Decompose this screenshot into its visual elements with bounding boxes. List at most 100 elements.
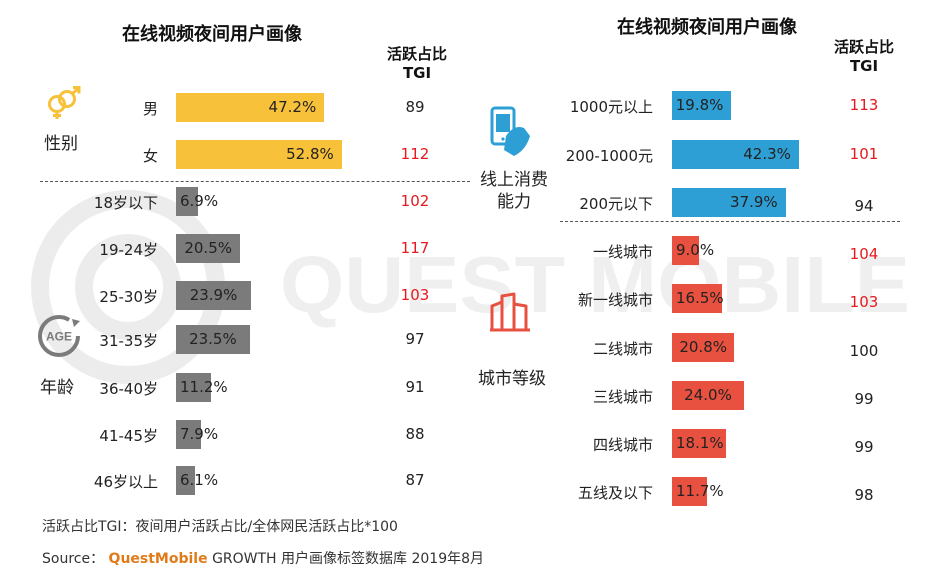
consumption-group-label-line2: 能力 [497, 192, 531, 212]
left-age-tgi-value: 102 [400, 192, 430, 210]
right-city-category-label: 二线城市 [592, 340, 653, 358]
left-age-tgi-value: 97 [405, 330, 425, 348]
consumption-group-label: 线上消费 能力 [474, 169, 554, 213]
left-age-tgi-value: 87 [405, 471, 425, 489]
right-city-bar [672, 236, 699, 265]
left-gender-category-label: 女 [142, 147, 158, 165]
left-tgi-header-line1: 活跃占比 [386, 45, 447, 63]
left-gender-tgi-value: 112 [400, 145, 430, 163]
left-age-value-label: 6.1% [180, 471, 219, 489]
left-age-bar [176, 466, 196, 495]
age-badge-icon: AGE [38, 315, 80, 357]
left-tgi-header-line2: TGI [402, 64, 432, 82]
right-consumption-bar [672, 188, 786, 217]
left-gender-value-label: 47.2% [268, 98, 317, 116]
right-city-category-label: 三线城市 [592, 388, 653, 406]
left-gender-category-label: 男 [142, 100, 158, 118]
source-suffix: GROWTH 用户画像标签数据库 2019年8月 [212, 551, 485, 567]
left-age-category-label: 18岁以下 [93, 194, 158, 212]
left-age-bar [176, 281, 252, 310]
right-city-category-label: 四线城市 [592, 436, 653, 454]
left-age-category-label: 36-40岁 [99, 380, 158, 398]
left-chart-title: 在线视频夜间用户画像 [122, 24, 302, 45]
right-consumption-category-label: 200元以下 [579, 195, 653, 213]
right-city-value-label: 16.5% [676, 289, 724, 307]
watermark-text: QUEST MOBILE [280, 240, 910, 329]
left-age-value-label: 7.9% [180, 425, 219, 443]
age-group-label: 年龄 [40, 378, 74, 398]
right-city-tgi-value: 99 [854, 390, 874, 408]
right-chart-title: 在线视频夜间用户画像 [617, 17, 797, 38]
right-consumption-category-label: 1000元以上 [569, 98, 653, 116]
right-tgi-header: 活跃占比 TGI [826, 38, 902, 76]
left-age-value-label: 20.5% [184, 239, 232, 257]
right-city-value-label: 20.8% [679, 338, 728, 356]
left-age-category-label: 25-30岁 [99, 288, 158, 306]
city-group-label: 城市等级 [478, 369, 546, 389]
source-brand: QuestMobile [108, 551, 208, 567]
left-age-category-label: 46岁以上 [93, 473, 158, 491]
left-age-bar [176, 234, 241, 263]
left-age-tgi-value: 88 [405, 425, 425, 443]
right-city-tgi-value: 99 [854, 438, 874, 456]
right-city-category-label: 新一线城市 [577, 291, 653, 309]
left-age-category-label: 31-35岁 [99, 332, 158, 350]
left-gender-tgi-value: 89 [405, 98, 425, 116]
left-age-tgi-value: 117 [400, 239, 430, 257]
left-gender-bar [176, 140, 342, 169]
gender-icon [48, 86, 81, 119]
left-age-tgi-value: 91 [405, 378, 425, 396]
right-consumption-bar [672, 140, 799, 169]
left-age-bar [176, 373, 212, 402]
left-tgi-header: 活跃占比 TGI [380, 45, 454, 83]
gender-group-label: 性别 [44, 134, 78, 154]
left-age-value-label: 23.5% [189, 330, 237, 348]
source-prefix: Source： [42, 551, 105, 567]
right-consumption-tgi-value: 101 [849, 145, 879, 163]
left-age-category-label: 41-45岁 [99, 427, 158, 445]
left-gender-value-label: 52.8% [286, 145, 334, 163]
left-age-value-label: 23.9% [189, 286, 238, 304]
right-city-tgi-value: 100 [849, 342, 879, 360]
right-city-value-label: 11.7% [676, 482, 724, 500]
left-age-value-label: 6.9% [180, 192, 219, 210]
phone-shopping-icon [490, 106, 530, 156]
right-section-divider [560, 221, 900, 222]
left-age-category-label: 19-24岁 [99, 241, 158, 259]
age-badge-text: AGE [46, 330, 72, 344]
consumption-group-label-line1: 线上消费 [480, 170, 548, 190]
right-city-tgi-value: 98 [854, 486, 874, 504]
right-city-category-label: 五线及以下 [577, 484, 653, 502]
left-section-divider [40, 181, 470, 182]
left-age-value-label: 11.2% [180, 378, 228, 396]
right-consumption-bar [672, 91, 732, 120]
right-consumption-tgi-value: 94 [854, 197, 874, 215]
right-city-value-label: 9.0% [676, 241, 715, 259]
city-buildings-icon [490, 292, 530, 332]
right-city-tgi-value: 103 [849, 293, 879, 311]
footnote: 活跃占比TGI：夜间用户活跃占比/全体网民活跃占比*100 [42, 519, 398, 535]
right-city-value-label: 18.1% [676, 434, 724, 452]
left-age-tgi-value: 103 [400, 286, 430, 304]
right-consumption-value-label: 37.9% [730, 193, 778, 211]
left-age-bar [176, 420, 201, 449]
left-age-bar [176, 325, 250, 354]
left-gender-bar [176, 93, 325, 122]
right-city-bar [672, 429, 727, 458]
left-age-bar [176, 187, 198, 216]
right-tgi-header-line1: 活跃占比 [833, 38, 894, 56]
right-city-value-label: 24.0% [684, 386, 732, 404]
right-city-bar [672, 477, 708, 506]
right-consumption-value-label: 42.3% [743, 145, 791, 163]
right-city-category-label: 一线城市 [592, 243, 653, 261]
right-city-tgi-value: 104 [849, 245, 879, 263]
right-city-bar [672, 333, 735, 362]
right-consumption-tgi-value: 113 [849, 96, 879, 114]
right-tgi-header-line2: TGI [849, 57, 879, 75]
source-line: Source： QuestMobile GROWTH 用户画像标签数据库 201… [42, 548, 484, 568]
right-consumption-category-label: 200-1000元 [565, 147, 653, 165]
right-city-bar [672, 284, 722, 313]
right-city-bar [672, 381, 744, 410]
